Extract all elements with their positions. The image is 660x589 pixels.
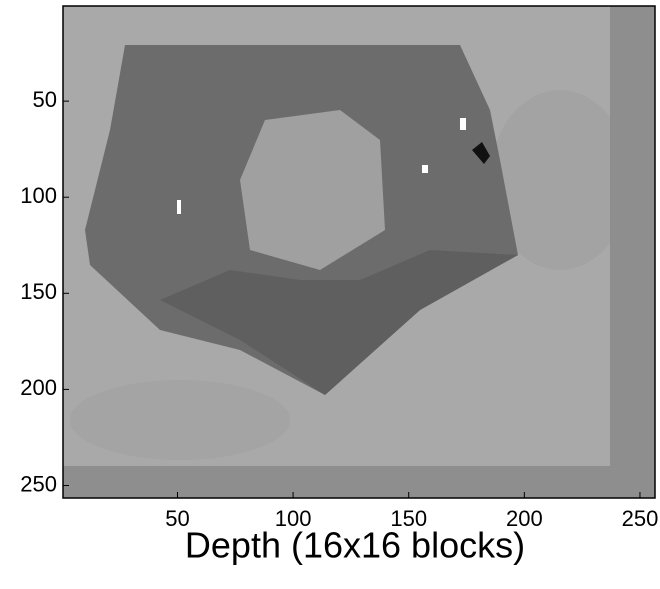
depth-image [63, 6, 655, 498]
image-region [490, 90, 630, 270]
y-tick-label: 150 [20, 279, 57, 304]
x-tick-label: 100 [275, 506, 312, 531]
y-tick-label: 200 [20, 375, 57, 400]
image-strip [610, 6, 655, 498]
image-region [160, 250, 518, 395]
y-tick-label: 100 [20, 183, 57, 208]
x-tick-label: 200 [506, 506, 543, 531]
image-spot [422, 165, 428, 173]
x-tick-label: 50 [165, 506, 189, 531]
image-region [70, 380, 290, 460]
image-spot [472, 142, 490, 164]
image-spot [177, 200, 181, 214]
x-axis-label: Depth (16x16 blocks) [185, 525, 525, 566]
x-tick-label: 150 [390, 506, 427, 531]
image-region [240, 110, 385, 270]
y-tick-label: 50 [33, 87, 57, 112]
x-tick-label: 250 [622, 506, 659, 531]
axes-box [62, 5, 656, 499]
image-spot [460, 118, 466, 130]
y-tick-label: 250 [20, 471, 57, 496]
image-strip [63, 466, 655, 498]
